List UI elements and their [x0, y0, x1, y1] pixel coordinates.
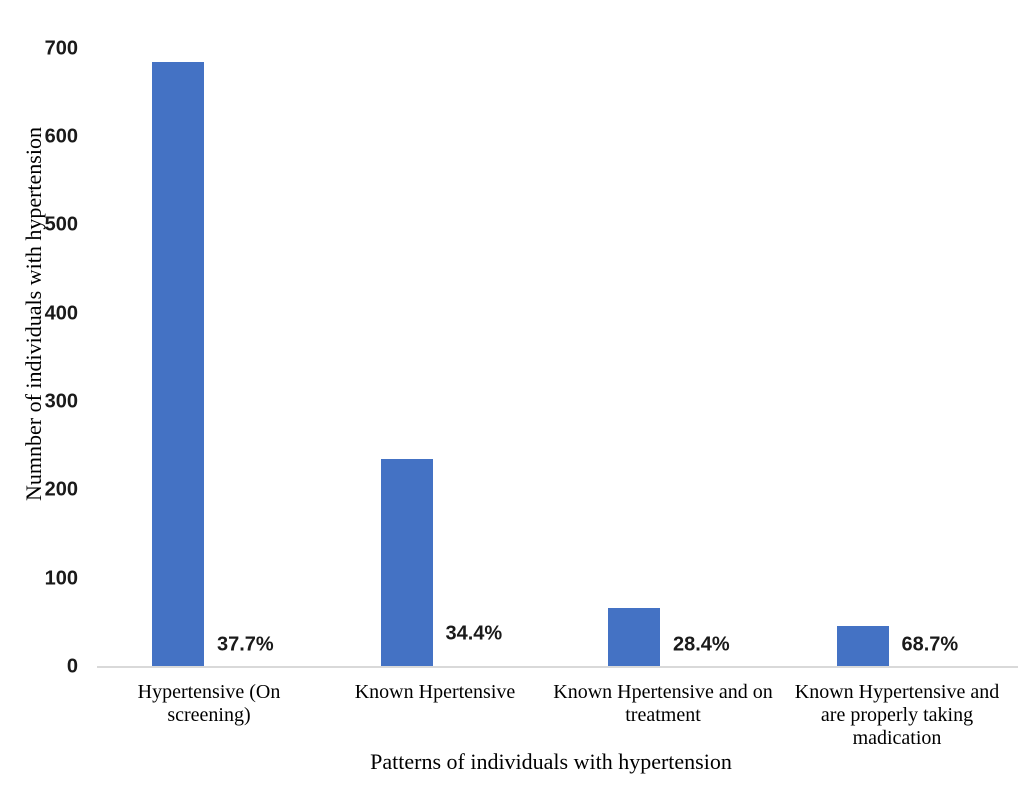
category-label: Known Hpertensive [354, 681, 516, 703]
bar-value-label: 34.4% [445, 622, 503, 645]
bar-4 [836, 626, 889, 667]
x-axis-title: Patterns of individuals with hypertensio… [370, 749, 732, 774]
y-tick-label: 400 [44, 302, 78, 325]
bar-value-label: 28.4% [673, 633, 730, 656]
bar-2 [380, 459, 433, 667]
y-tick-label: 300 [44, 390, 78, 413]
y-tick-label: 200 [44, 478, 78, 501]
y-tick-label: 600 [44, 125, 78, 148]
y-tick-label: 0 [66, 655, 78, 678]
bar-3 [608, 608, 660, 667]
y-tick-label: 700 [44, 37, 78, 60]
category-label: Known Hypertensive and are properly taki… [794, 681, 1000, 749]
x-axis-line [97, 666, 1018, 668]
category-label: Known Hpertensive and on treatment [553, 681, 773, 726]
bar-value-label: 37.7% [217, 633, 274, 656]
bar-value-label: 68.7% [901, 633, 959, 656]
bar-1 [152, 62, 204, 667]
y-tick-label: 500 [44, 213, 78, 236]
category-label: Hypertensive (On screening) [137, 681, 281, 726]
y-tick-label: 100 [44, 567, 78, 590]
